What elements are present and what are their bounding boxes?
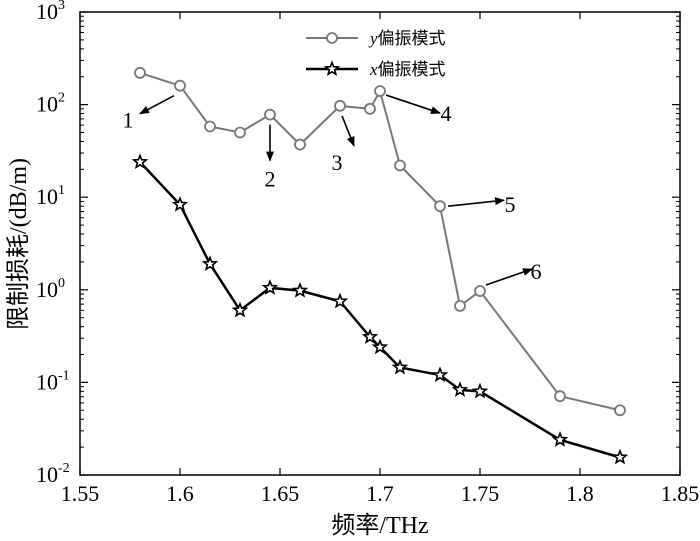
y-tick-label: 102 (36, 91, 65, 117)
data-point (394, 159, 406, 172)
legend-var-y: y (368, 29, 378, 48)
data-point (334, 99, 346, 112)
data-point (134, 66, 146, 79)
data-point (174, 79, 186, 92)
series-layer (131, 66, 629, 465)
annotation-4: 4 (385, 94, 452, 126)
annotation-label: 1 (123, 108, 134, 133)
x-tick-label: 1.55 (61, 481, 100, 506)
annotation-label: 2 (265, 167, 276, 192)
y-tick-base: 10 (36, 92, 58, 117)
y-tick-label: 10-2 (36, 461, 70, 487)
x-tick-label: 1.65 (261, 481, 300, 506)
data-point (554, 390, 566, 403)
data-point (331, 292, 349, 309)
series-x (131, 153, 629, 465)
legend-text-y: 偏振模式 (378, 29, 446, 48)
y-axis-title: 限制损耗/(dB/m) (5, 158, 32, 330)
annotation-arrow (139, 94, 175, 115)
y-tick-base: 10 (36, 184, 58, 209)
annotation-1: 1 (123, 94, 175, 133)
data-point (364, 102, 376, 115)
data-point (201, 255, 219, 272)
data-point (261, 279, 279, 295)
data-point (361, 328, 379, 344)
data-point (614, 404, 626, 417)
data-point (391, 358, 409, 375)
x-tick-label: 1.7 (366, 481, 394, 506)
y-tick-exponent: -2 (58, 461, 70, 476)
x-tick-label: 1.6 (166, 481, 194, 506)
data-point (374, 85, 386, 97)
y-tick-base: 10 (36, 0, 58, 24)
y-tick-base: 10 (36, 277, 58, 302)
x-axis-title: 频率/THz (331, 512, 428, 539)
annotation-arrow (385, 94, 441, 115)
data-point (171, 195, 189, 212)
annotation-arrow (485, 268, 533, 286)
y-tick-label: 100 (36, 276, 65, 302)
data-point (474, 285, 486, 297)
legend-label-y: y偏振模式 (368, 29, 446, 48)
annotation-label: 3 (332, 150, 343, 175)
y-tick-exponent: 0 (58, 276, 65, 291)
annotation-3: 3 (332, 115, 355, 175)
data-point (294, 138, 306, 151)
annotation-label: 6 (531, 259, 542, 284)
legend-star-shape (323, 60, 341, 77)
x-tick-labels: 1.55 1.6 1.65 1.7 1.75 1.8 1.85 (61, 481, 700, 506)
y-tick-label: 101 (36, 183, 65, 209)
annotation-6: 6 (485, 259, 542, 286)
data-point (264, 108, 276, 121)
y-tick-exponent: 1 (58, 183, 65, 198)
data-point (231, 301, 249, 318)
legend: y偏振模式 x偏振模式 (306, 29, 446, 79)
legend-marker-circle (326, 32, 338, 44)
y-tick-exponent: -1 (58, 368, 70, 383)
axis-ticks (79, 11, 681, 476)
legend-var-x: x (369, 60, 378, 79)
data-point (551, 431, 569, 447)
data-point (451, 381, 469, 397)
y-tick-base: 10 (36, 462, 58, 487)
series-y (134, 66, 626, 417)
annotation-label: 5 (505, 192, 516, 217)
legend-label-x: x偏振模式 (369, 60, 446, 79)
data-point (371, 338, 389, 355)
x-tick-label: 1.85 (661, 481, 700, 506)
annotation-label: 4 (441, 101, 452, 126)
annotation-arrow (341, 115, 355, 147)
y-tick-label: 103 (36, 0, 65, 24)
annotations: 1 2 3 4 5 6 (123, 94, 542, 286)
data-point (471, 382, 489, 399)
data-point (611, 448, 629, 465)
data-point (454, 300, 466, 312)
y-tick-label: 10-1 (36, 368, 70, 394)
data-point (234, 126, 246, 139)
y-tick-exponent: 2 (58, 91, 65, 106)
data-point (434, 200, 446, 213)
series-line-x (139, 161, 621, 459)
legend-text-x: 偏振模式 (378, 60, 446, 79)
data-point (204, 120, 216, 133)
x-tick-label: 1.8 (566, 481, 594, 506)
y-tick-exponent: 3 (58, 0, 65, 13)
data-point (431, 366, 449, 383)
data-point (291, 281, 309, 298)
legend-marker-star (323, 60, 341, 77)
annotation-arrow (447, 197, 505, 207)
y-tick-base: 10 (36, 369, 58, 394)
x-tick-label: 1.75 (461, 481, 500, 506)
data-point (131, 153, 149, 170)
annotation-2: 2 (265, 124, 276, 192)
annotation-5: 5 (447, 192, 516, 217)
